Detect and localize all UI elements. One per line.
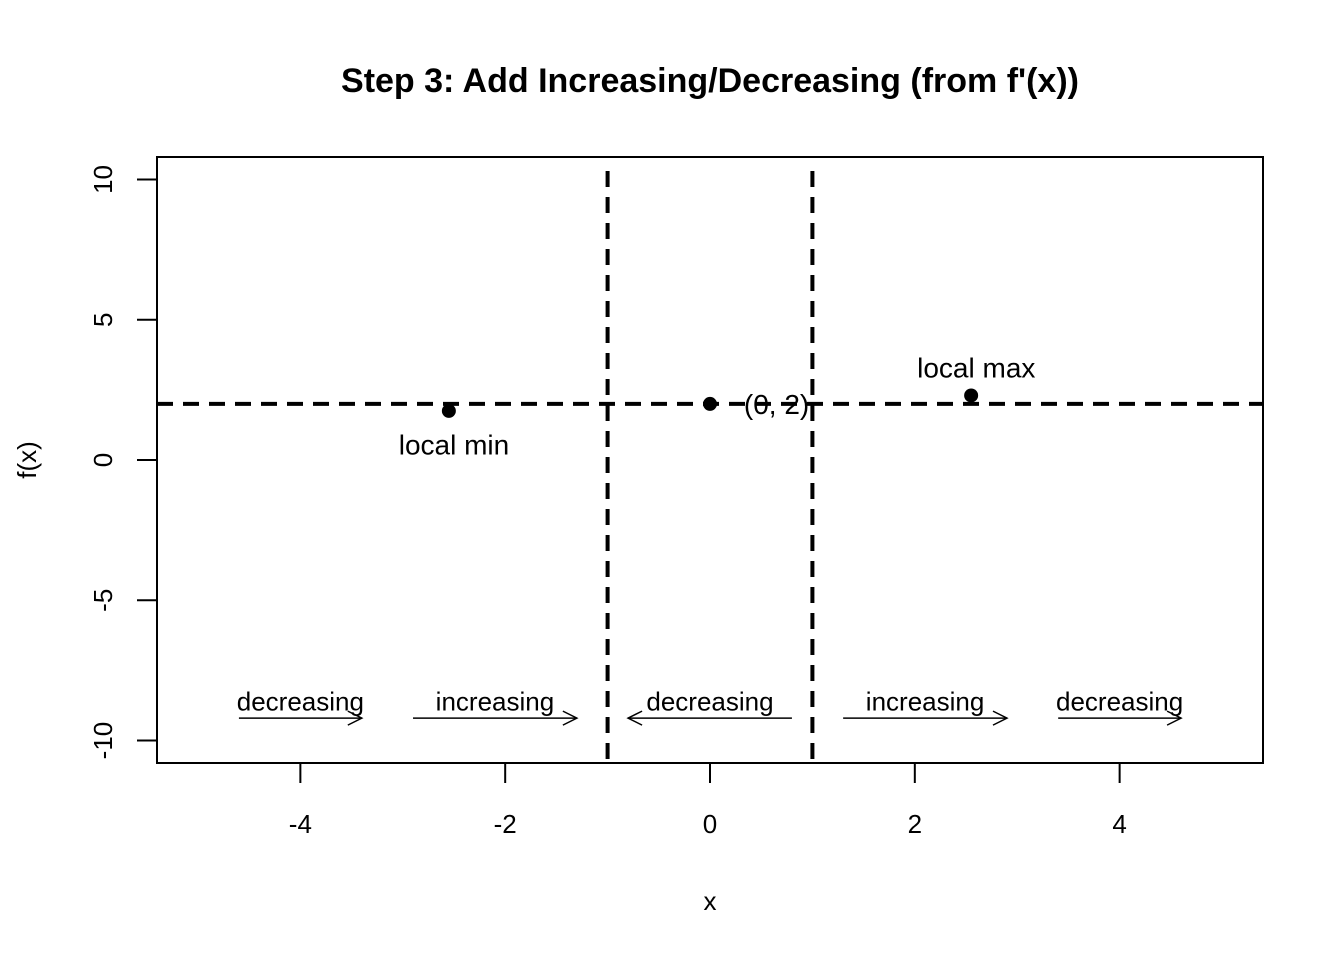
y-tick-label: -5 [88,589,118,612]
points-layer: local min (0, 2) local max [399,352,1036,460]
point-label: local max [917,352,1035,383]
x-tick-label: -2 [494,809,517,839]
region-label: decreasing [1056,686,1183,716]
x-tick-label: 0 [703,809,717,839]
regions-layer: decreasing increasing decreasing increasing… [237,686,1183,726]
region-label: increasing [436,686,555,716]
y-tick-label: 5 [88,312,118,326]
x-tick-label: 4 [1112,809,1126,839]
plot-frame [156,156,1264,764]
region-arrow-head [626,710,643,726]
point-label: local min [399,430,509,461]
chart-title: Step 3: Add Increasing/Decreasing (from … [341,62,1079,100]
region-arrow-head [1166,710,1183,726]
data-point [703,396,717,411]
data-point [964,388,979,403]
data-point [441,403,456,418]
x-axis: -4 -2 0 2 4 [289,762,1127,839]
region-arrow-head [347,710,364,726]
y-tick-label: -10 [88,722,118,760]
y-axis-title: f(x) [12,441,42,479]
region-label: increasing [866,686,985,716]
x-tick-label: -4 [289,809,312,839]
region-arrow-head [562,710,579,726]
region-arrow-head [992,710,1009,726]
region-label: decreasing [237,686,364,716]
x-axis-title: x [704,886,717,916]
reference-lines [157,171,1263,763]
y-axis: -10 -5 0 5 10 [88,165,158,760]
point-label: (0, 2) [744,389,809,420]
y-tick-label: 10 [88,165,118,194]
x-tick-label: 2 [908,809,922,839]
region-label: decreasing [646,686,773,716]
y-tick-label: 0 [88,453,118,467]
